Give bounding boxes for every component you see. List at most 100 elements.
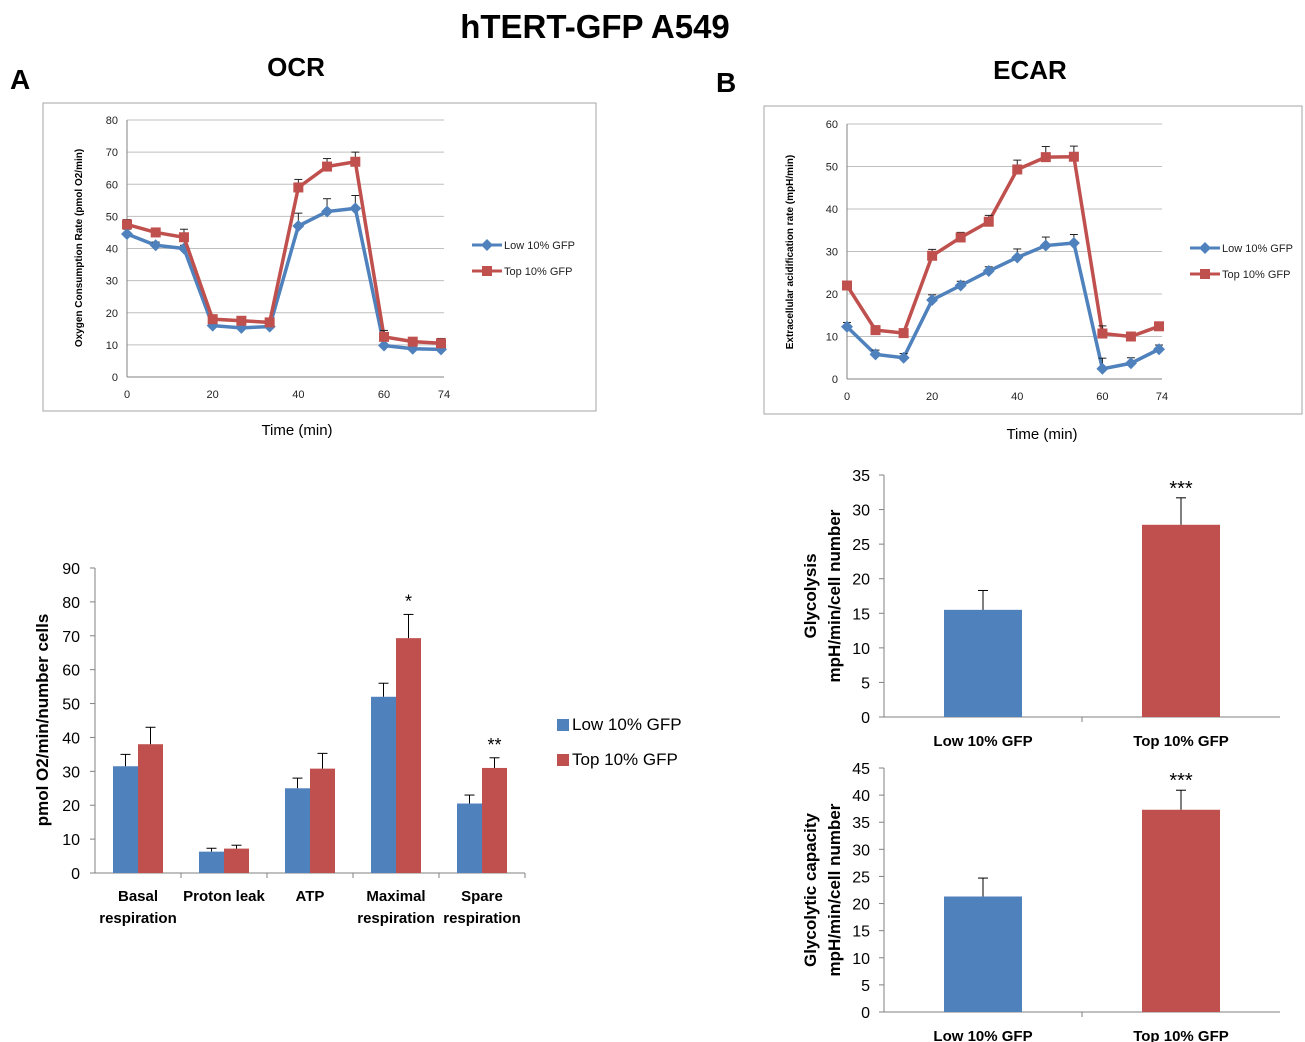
- y-tick-label: 0: [112, 372, 118, 384]
- bar: [944, 896, 1022, 1012]
- bar: [113, 766, 138, 873]
- data-point: [236, 315, 247, 326]
- y-axis-label: Oxygen Consumption Rate (pmol O2/min): [74, 149, 85, 347]
- chart-frame: [763, 105, 1303, 415]
- bar: [457, 803, 482, 873]
- y-tick-label: 40: [852, 788, 870, 805]
- x-tick-label: 20: [926, 391, 938, 403]
- data-point: [955, 232, 966, 243]
- y-tick-label: 35: [852, 468, 870, 485]
- bar: [310, 768, 335, 873]
- data-point: [1125, 331, 1136, 342]
- y-axis-label: mpH/min/cell number: [825, 803, 844, 976]
- y-tick-label: 30: [852, 503, 870, 520]
- x-tick-label: 60: [378, 389, 390, 401]
- legend-swatch: [557, 719, 569, 731]
- x-category-label: Top 10% GFP: [1133, 733, 1229, 750]
- data-point: [1154, 321, 1165, 332]
- data-point: [178, 232, 189, 243]
- data-point: [842, 280, 852, 291]
- x-tick-label: 74: [1156, 391, 1168, 403]
- y-tick-label: 10: [826, 332, 838, 344]
- x-category-label: Proton leak: [183, 888, 265, 905]
- x-category-label: respiration: [443, 910, 521, 927]
- ocr-line-chart: 0 10 20 30 40 50 60 70 80 0 20 40 60 74 Time (min) Oxyg…: [42, 102, 597, 439]
- legend-label: Top 10% GFP: [504, 266, 572, 278]
- bar: [224, 848, 249, 873]
- y-tick-label: 0: [861, 710, 870, 727]
- legend-marker: [481, 239, 493, 251]
- x-category-label: respiration: [357, 910, 435, 927]
- data-point: [897, 351, 910, 364]
- y-tick-label: 30: [852, 842, 870, 859]
- x-category-label: Top 10% GFP: [1133, 1028, 1229, 1042]
- legend-label: Top 10% GFP: [572, 750, 678, 769]
- y-tick-label: 50: [62, 697, 80, 714]
- data-point: [954, 279, 967, 292]
- significance-label: *: [405, 591, 412, 611]
- x-category-label: Spare: [461, 888, 503, 905]
- chart-frame: [42, 102, 597, 412]
- y-tick-label: 15: [852, 606, 870, 623]
- data-point: [1068, 151, 1079, 162]
- y-tick-label: 70: [106, 147, 118, 159]
- y-tick-label: 5: [861, 978, 870, 995]
- y-tick-label: 60: [826, 119, 838, 131]
- y-tick-label: 25: [852, 537, 870, 554]
- bar: [199, 851, 224, 873]
- bar: [944, 609, 1022, 717]
- x-tick-label: 74: [438, 389, 450, 401]
- data-point: [121, 228, 133, 241]
- y-tick-label: 20: [62, 798, 80, 815]
- y-tick-label: 30: [106, 276, 118, 288]
- legend-marker: [1199, 242, 1211, 254]
- data-point: [1124, 357, 1137, 370]
- y-tick-label: 40: [826, 204, 838, 216]
- y-tick-label: 20: [826, 289, 838, 301]
- y-tick-label: 30: [62, 764, 80, 781]
- x-tick-label: 40: [1011, 391, 1023, 403]
- data-point: [349, 202, 362, 215]
- bar: [285, 788, 310, 873]
- y-tick-label: 10: [106, 340, 118, 352]
- legend-marker: [1200, 269, 1210, 279]
- y-tick-label: 40: [62, 730, 80, 747]
- ocr-bar-chart: 0 10 20 30 40 50 60 70 80 90 pmol O2/min/number ce…: [33, 561, 682, 927]
- y-tick-label: 40: [106, 244, 118, 256]
- ecar-panel-title: ECAR: [993, 55, 1067, 85]
- y-axis-label: mpH/min/cell number: [825, 509, 844, 682]
- data-point: [983, 216, 994, 227]
- panel-b-label: B: [716, 67, 737, 98]
- y-tick-label: 10: [852, 951, 870, 968]
- ocr-panel-title: OCR: [267, 52, 325, 82]
- glycolytic-capacity-bar-chart: 0 5 10 15 20 25 30 35 40 45 Glycolytic capacity mpH…: [801, 761, 1280, 1042]
- data-point: [292, 220, 305, 233]
- y-tick-label: 30: [826, 247, 838, 259]
- legend-label: Low 10% GFP: [572, 715, 682, 734]
- data-point: [1096, 362, 1109, 375]
- y-axis-label: pmol O2/min/number cells: [33, 614, 52, 827]
- data-point: [322, 161, 333, 172]
- y-tick-label: 5: [861, 675, 870, 692]
- data-point: [926, 293, 939, 306]
- y-tick-label: 70: [62, 629, 80, 646]
- x-category-label: respiration: [99, 910, 177, 927]
- x-axis-label: Time (min): [261, 422, 332, 439]
- legend-marker: [482, 266, 492, 276]
- y-tick-label: 10: [852, 641, 870, 658]
- y-tick-label: 20: [106, 308, 118, 320]
- data-point: [293, 182, 304, 193]
- y-tick-label: 45: [852, 761, 870, 778]
- data-point: [350, 156, 361, 167]
- x-tick-label: 0: [124, 389, 130, 401]
- y-tick-label: 10: [62, 832, 80, 849]
- y-axis-label: Glycolytic capacity: [801, 812, 820, 967]
- y-tick-label: 60: [106, 179, 118, 191]
- data-point: [207, 314, 218, 325]
- ecar-line-chart: 0 10 20 30 40 50 60 0 20 40 60 74 Time (min) Extracel…: [763, 105, 1303, 443]
- data-point: [869, 348, 882, 361]
- legend-swatch: [557, 754, 569, 766]
- panel-a-label: A: [10, 64, 31, 95]
- data-point: [898, 328, 909, 339]
- data-point: [264, 317, 275, 328]
